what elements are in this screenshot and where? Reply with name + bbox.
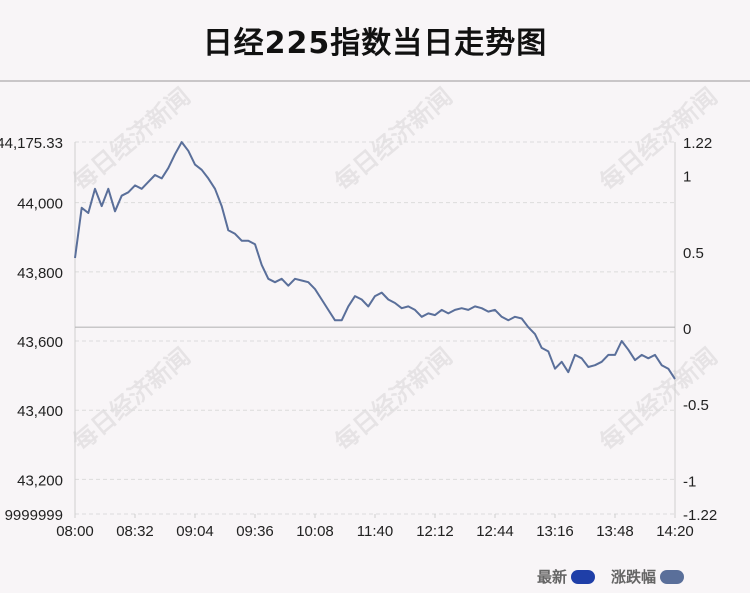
- x-tick-label: 08:00: [56, 523, 94, 540]
- y-right-tick-label: -1: [683, 473, 696, 490]
- y-left-tick-label: 43,600: [17, 334, 63, 351]
- grid-lines: [75, 141, 675, 515]
- x-tick-label: 11:40: [357, 523, 393, 540]
- y-left-tick-label: 9999999: [5, 507, 63, 524]
- legend-swatch: [570, 569, 595, 584]
- legend-label: 涨跌幅: [610, 568, 656, 586]
- x-tick-label: 09:04: [176, 523, 214, 540]
- y-right-tick-label: -0.5: [683, 397, 709, 414]
- tick-labels: 44,175.33 44,000 43,800 43,600 43,400 43,200 9…: [0, 135, 717, 540]
- title-divider: [0, 80, 750, 82]
- series: [74, 141, 676, 380]
- y-right-tick-label: 0: [683, 321, 691, 338]
- y-right-tick-label: 1.22: [683, 135, 712, 152]
- y-left-tick-label: 44,000: [17, 196, 63, 213]
- x-tick-label: 08:32: [116, 523, 154, 540]
- y-left-tick-label: 43,800: [17, 265, 63, 282]
- y-right-tick-label: 1: [683, 169, 691, 186]
- y-left-tick-label: 43,200: [17, 472, 63, 489]
- chart-title: 日经225指数当日走势图: [202, 26, 548, 61]
- legend-swatch: [660, 569, 684, 584]
- legend-label: 最新: [536, 568, 567, 586]
- x-tick-label: 13:16: [536, 523, 574, 540]
- x-tick-label: 14:20: [656, 523, 694, 540]
- x-tick-label: 12:12: [416, 523, 454, 540]
- legend-item-change: 涨跌幅: [611, 566, 684, 587]
- legend-item-latest: 最新: [537, 566, 595, 587]
- axes: [74, 142, 676, 518]
- x-tick-label: 12:44: [476, 523, 514, 540]
- legend: 最新 涨跌幅: [525, 566, 684, 587]
- x-tick-label: 10:08: [296, 523, 334, 540]
- x-tick-label: 09:36: [236, 523, 274, 540]
- y-left-tick-label: 44,175.33: [0, 135, 63, 152]
- y-left-tick-label: 43,400: [17, 403, 63, 420]
- y-right-tick-label: 0.5: [683, 245, 704, 262]
- y-right-tick-label: -1.22: [683, 507, 717, 524]
- series-line: [74, 141, 676, 380]
- x-tick-label: 13:48: [596, 523, 634, 540]
